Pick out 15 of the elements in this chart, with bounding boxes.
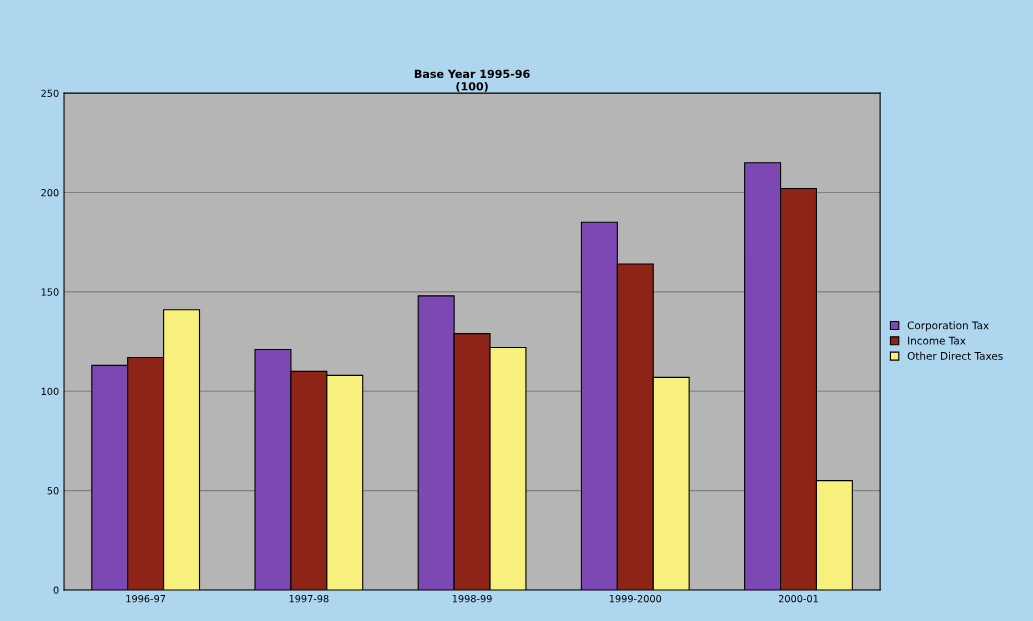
- y-tick-label: 200: [41, 188, 59, 197]
- y-tick-label: 0: [53, 586, 59, 594]
- legend-label: Other Direct Taxes: [907, 351, 1003, 360]
- y-tick-label: 250: [41, 89, 59, 97]
- legend-label: Income Tax: [908, 336, 966, 345]
- x-tick-label: 1997-98: [289, 594, 329, 603]
- x-tick-label: 1998-99: [452, 594, 492, 603]
- x-tick-label: 2000-01: [778, 594, 818, 603]
- y-tick-label: 100: [41, 387, 59, 396]
- legend-label: Corporation Tax: [907, 321, 989, 332]
- y-tick-label: 50: [47, 487, 59, 495]
- x-tick-label: 1999-2000: [609, 594, 662, 603]
- y-tick-label: 150: [41, 288, 59, 296]
- chart-title: Base Year 1995-96 (100): [414, 69, 530, 92]
- x-tick-label: 1996-97: [126, 594, 166, 603]
